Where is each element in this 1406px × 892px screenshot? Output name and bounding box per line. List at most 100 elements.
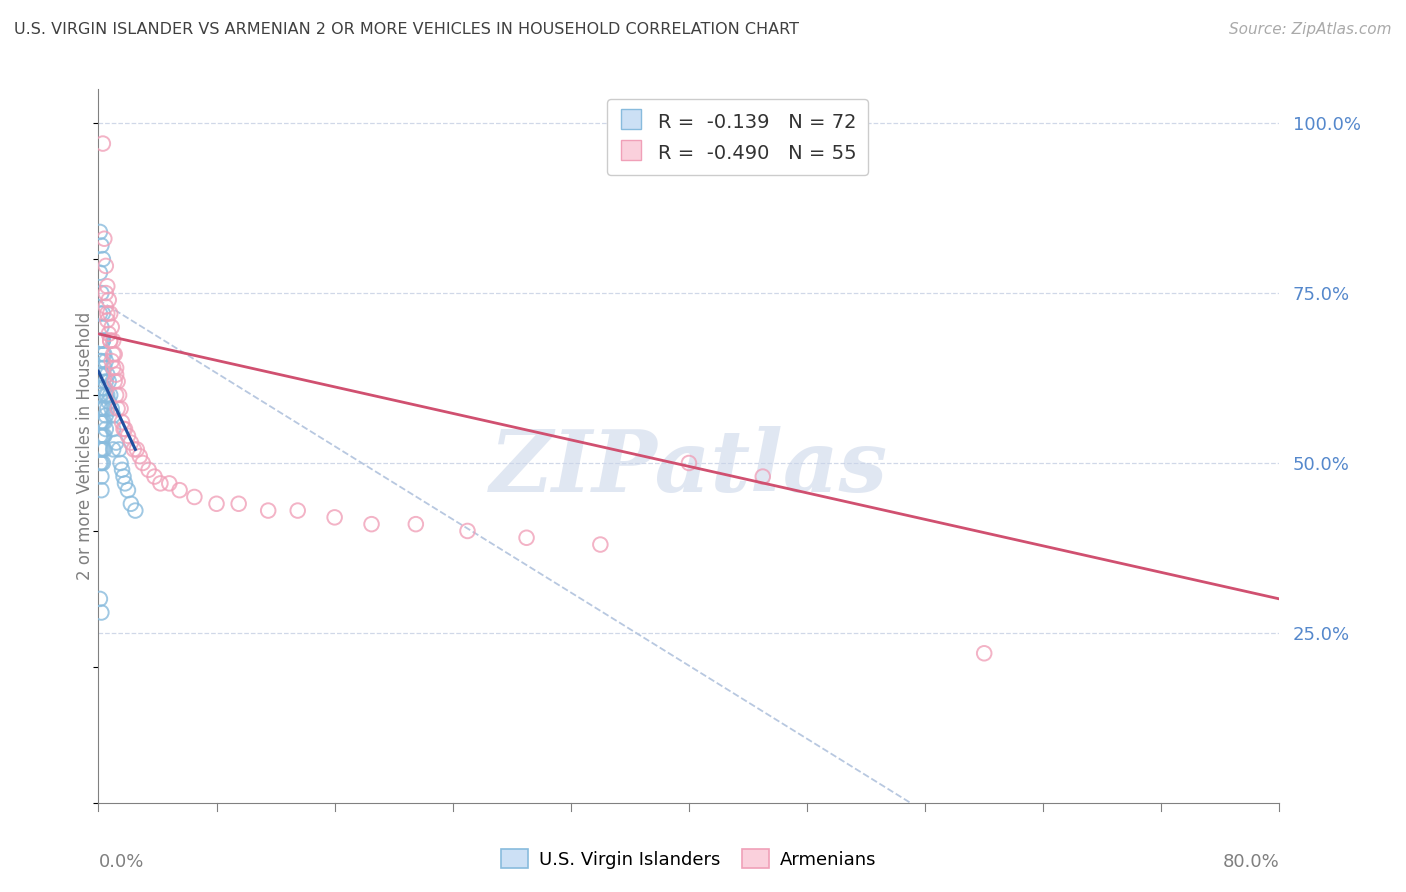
Point: [157, 476, 180, 491]
Point: [90, 483, 112, 498]
Point: [93, 415, 115, 429]
Point: [94, 286, 117, 301]
Point: [96, 368, 118, 382]
Point: [94, 259, 117, 273]
Point: [89, 429, 111, 443]
Point: [100, 401, 122, 416]
Point: [89, 415, 111, 429]
Point: [323, 510, 346, 524]
Point: [589, 537, 612, 551]
Point: [90, 401, 112, 416]
Point: [105, 368, 128, 382]
Point: [98, 334, 121, 348]
Point: [89, 591, 111, 606]
Point: [107, 375, 129, 389]
Point: [90, 238, 112, 252]
Point: [103, 334, 125, 348]
Point: [105, 388, 128, 402]
Point: [111, 463, 134, 477]
Point: [128, 449, 150, 463]
Point: [93, 429, 115, 443]
Point: [257, 503, 280, 517]
Point: [515, 531, 537, 545]
Point: [89, 401, 111, 416]
Point: [97, 293, 120, 307]
Point: [108, 442, 131, 457]
Point: [125, 442, 148, 457]
Point: [94, 354, 117, 368]
Text: Source: ZipAtlas.com: Source: ZipAtlas.com: [1229, 22, 1392, 37]
Point: [93, 401, 115, 416]
Point: [103, 442, 125, 457]
Point: [90, 286, 112, 301]
Point: [91, 401, 114, 416]
Point: [90, 606, 112, 620]
Point: [90, 429, 112, 443]
Point: [94, 422, 117, 436]
Text: ZIPatlas: ZIPatlas: [489, 425, 889, 509]
Point: [93, 442, 115, 457]
Point: [103, 409, 125, 423]
Point: [90, 381, 112, 395]
Point: [405, 517, 427, 532]
Point: [90, 334, 112, 348]
Point: [94, 409, 117, 423]
Point: [110, 401, 132, 416]
Point: [91, 334, 114, 348]
Point: [94, 300, 117, 314]
Point: [90, 354, 112, 368]
Point: [104, 347, 127, 361]
Point: [96, 388, 118, 402]
Point: [678, 456, 700, 470]
Point: [90, 442, 112, 457]
Point: [169, 483, 191, 498]
Point: [91, 429, 114, 443]
Point: [89, 442, 111, 457]
Point: [124, 503, 146, 517]
Point: [117, 483, 139, 498]
Point: [120, 435, 142, 450]
Point: [98, 334, 121, 348]
Point: [93, 232, 115, 246]
Point: [89, 225, 111, 239]
Point: [120, 497, 142, 511]
Point: [93, 360, 115, 375]
Point: [360, 517, 382, 532]
Point: [91, 136, 114, 151]
Point: [108, 388, 131, 402]
Point: [97, 375, 120, 389]
Text: 0.0%: 0.0%: [98, 853, 143, 871]
Point: [91, 442, 114, 457]
Point: [90, 320, 112, 334]
Point: [96, 401, 118, 416]
Point: [89, 306, 111, 320]
Point: [107, 401, 129, 416]
Point: [89, 368, 111, 382]
Point: [117, 429, 139, 443]
Point: [103, 347, 125, 361]
Point: [149, 476, 172, 491]
Point: [112, 469, 135, 483]
Point: [103, 360, 125, 375]
Point: [91, 368, 114, 382]
Point: [89, 388, 111, 402]
Point: [103, 422, 125, 436]
Point: [100, 354, 122, 368]
Point: [91, 381, 114, 395]
Point: [89, 334, 111, 348]
Point: [90, 469, 112, 483]
Point: [90, 368, 112, 382]
Point: [205, 497, 228, 511]
Point: [90, 388, 112, 402]
Point: [287, 503, 309, 517]
Point: [183, 490, 205, 504]
Point: [132, 456, 155, 470]
Point: [112, 422, 135, 436]
Point: [114, 422, 136, 436]
Point: [228, 497, 250, 511]
Point: [111, 415, 134, 429]
Point: [456, 524, 478, 538]
Point: [93, 347, 115, 361]
Point: [97, 326, 120, 341]
Point: [98, 306, 121, 320]
